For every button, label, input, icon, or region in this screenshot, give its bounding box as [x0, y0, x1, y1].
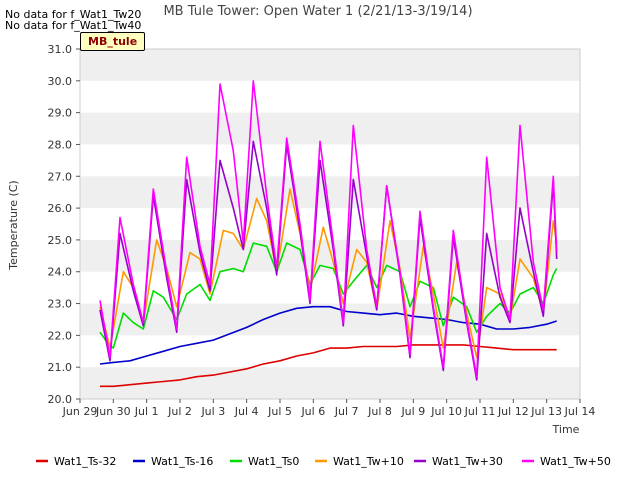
- grid-band: [80, 367, 580, 399]
- legend-label: Wat1_Tw+10: [333, 455, 404, 468]
- grid-band: [80, 49, 580, 81]
- x-tick-label: Jul 10: [430, 405, 462, 418]
- x-tick-label: Jul 5: [267, 405, 292, 418]
- y-tick-label: 25.0: [48, 234, 73, 247]
- legend-label: Wat1_Ts0: [248, 455, 299, 468]
- legend: Wat1_Ts-32 Wat1_Ts-16 Wat1_Ts0 Wat1_Tw+10 Wa…: [36, 455, 611, 468]
- x-tick-label: Jul 6: [300, 405, 325, 418]
- x-tick-label: Jul 14: [564, 405, 596, 418]
- site-badge: MB_tule: [80, 32, 146, 51]
- y-tick-label: 24.0: [48, 266, 73, 279]
- legend-label: Wat1_Ts-32: [54, 455, 116, 468]
- y-tick-label: 31.0: [48, 43, 73, 56]
- grid-band: [80, 176, 580, 209]
- legend-label: Wat1_Tw+30: [432, 455, 503, 468]
- x-tick-label: Jul 13: [530, 405, 562, 418]
- x-axis-label: Time: [552, 423, 580, 436]
- y-tick-label: 30.0: [48, 75, 73, 88]
- x-tick-label: Jul 8: [367, 405, 392, 418]
- series-line-Wat1_Ts-16: [99, 305, 557, 365]
- x-tick-label: Jul 4: [234, 405, 259, 418]
- series-line-Wat1_Ts0: [99, 242, 558, 349]
- grid-band: [80, 112, 580, 145]
- series-line-Wat1_Ts-32: [100, 344, 557, 388]
- x-tick-label: Jul 3: [200, 405, 225, 418]
- y-tick-label: 23.0: [48, 298, 73, 311]
- y-tick-label: 20.0: [48, 393, 73, 406]
- y-tick-label: 26.0: [48, 202, 73, 215]
- x-tick-label: Jun 30: [95, 405, 131, 418]
- x-tick-label: Jul 7: [334, 405, 359, 418]
- chart-title: MB Tule Tower: Open Water 1 (2/21/13-3/1…: [163, 4, 472, 19]
- y-tick-label: 22.0: [48, 329, 73, 342]
- grid-band: [80, 303, 580, 336]
- x-tick-label: Jul 1: [134, 405, 159, 418]
- legend-label: Wat1_Tw+50: [540, 455, 611, 468]
- y-tick-label: 27.0: [48, 170, 73, 183]
- x-tick-label: Jul 11: [464, 405, 496, 418]
- plot-border: [79, 48, 581, 400]
- no-data-note-tw20: No data for f_Wat1_Tw20: [5, 8, 142, 21]
- y-tick-label: 21.0: [48, 361, 73, 374]
- series-line-Wat1_Tw+10: [99, 188, 558, 359]
- no-data-note-tw40: No data for f_Wat1_Tw40: [5, 19, 142, 32]
- y-tick-label: 28.0: [48, 138, 73, 151]
- y-axis-label: Temperature (C): [7, 180, 20, 270]
- x-tick-label: Jul 12: [497, 405, 529, 418]
- series-lines: [99, 80, 558, 388]
- series-line-Wat1_Tw+50: [99, 80, 558, 378]
- x-tick-label: Jul 2: [167, 405, 192, 418]
- y-tick-label: 29.0: [48, 107, 73, 120]
- y-axis: 20.0 21.0 22.0 23.0 24.0 25.0 26.0 27.0 28.0 29.0…: [48, 43, 80, 406]
- x-tick-label: Jun 29: [62, 405, 98, 418]
- legend-label: Wat1_Ts-16: [151, 455, 213, 468]
- x-tick-label: Jul 9: [400, 405, 425, 418]
